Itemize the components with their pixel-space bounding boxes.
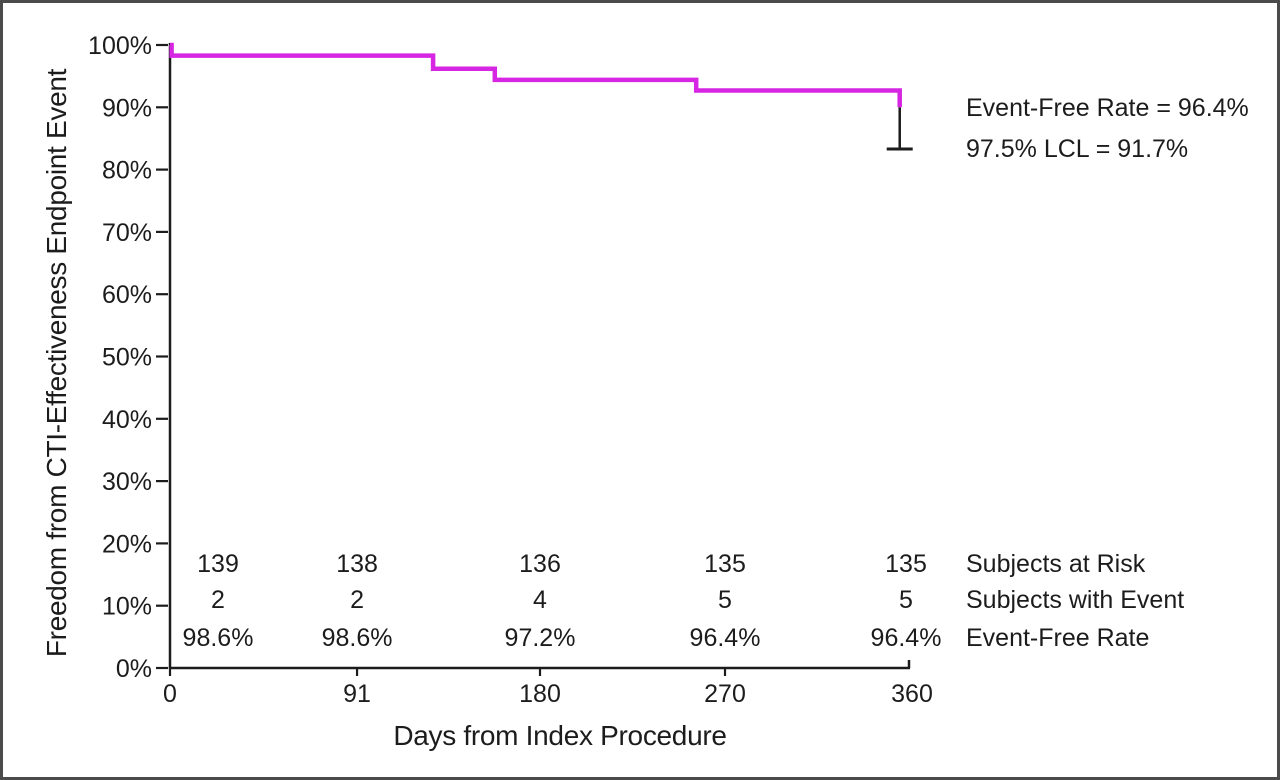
x-tick-label: 180 — [519, 680, 561, 708]
y-tick-label: 100% — [88, 32, 152, 60]
y-tick-label: 40% — [102, 406, 152, 434]
y-tick-label: 50% — [102, 344, 152, 372]
y-tick-label: 10% — [102, 593, 152, 621]
y-tick-label: 70% — [102, 219, 152, 247]
risk-table-value: 138 — [336, 550, 378, 578]
y-axis-title: Freedom from CTI-Effectiveness Endpoint … — [41, 68, 72, 657]
x-tick-label: 0 — [163, 680, 177, 708]
y-tick-label: 30% — [102, 468, 152, 496]
risk-table-value: 5 — [718, 586, 732, 614]
risk-table-value: 135 — [704, 550, 746, 578]
km-survival-chart: 100% 90% 80% 70% 60% 50% 40% 30% 20% 10% 0% 0 91 180 2… — [41, 32, 1249, 751]
risk-table-label-subjects-at-risk: Subjects at Risk — [966, 550, 1146, 578]
y-tick-label: 80% — [102, 157, 152, 185]
annotation-lcl: 97.5% LCL = 91.7% — [966, 135, 1188, 163]
risk-table-value: 139 — [197, 550, 239, 578]
risk-table-value: 136 — [519, 550, 561, 578]
risk-table-value: 98.6% — [322, 624, 393, 652]
annotation-event-free-rate: Event-Free Rate = 96.4% — [966, 94, 1249, 122]
y-tick-label: 60% — [102, 281, 152, 309]
risk-table-value: 5 — [899, 586, 913, 614]
risk-table-value: 2 — [350, 586, 364, 614]
x-tick-label: 360 — [891, 680, 933, 708]
x-tick-label: 270 — [704, 680, 746, 708]
risk-table-value: 96.4% — [690, 624, 761, 652]
km-curve-line — [169, 42, 902, 108]
risk-table-value: 2 — [211, 586, 225, 614]
risk-table-label-event-free-rate: Event-Free Rate — [966, 624, 1149, 652]
risk-table-value: 98.6% — [183, 624, 254, 652]
risk-table-value: 4 — [533, 586, 547, 614]
x-tick-label: 91 — [343, 680, 371, 708]
y-tick-label: 90% — [102, 94, 152, 122]
risk-table-value: 97.2% — [505, 624, 576, 652]
x-axis-title: Days from Index Procedure — [393, 720, 726, 751]
risk-table-label-subjects-with-event: Subjects with Event — [966, 586, 1184, 614]
risk-table-value: 135 — [885, 550, 927, 578]
risk-table-value: 96.4% — [871, 624, 942, 652]
y-tick-label: 20% — [102, 530, 152, 558]
y-tick-label: 0% — [116, 655, 152, 683]
